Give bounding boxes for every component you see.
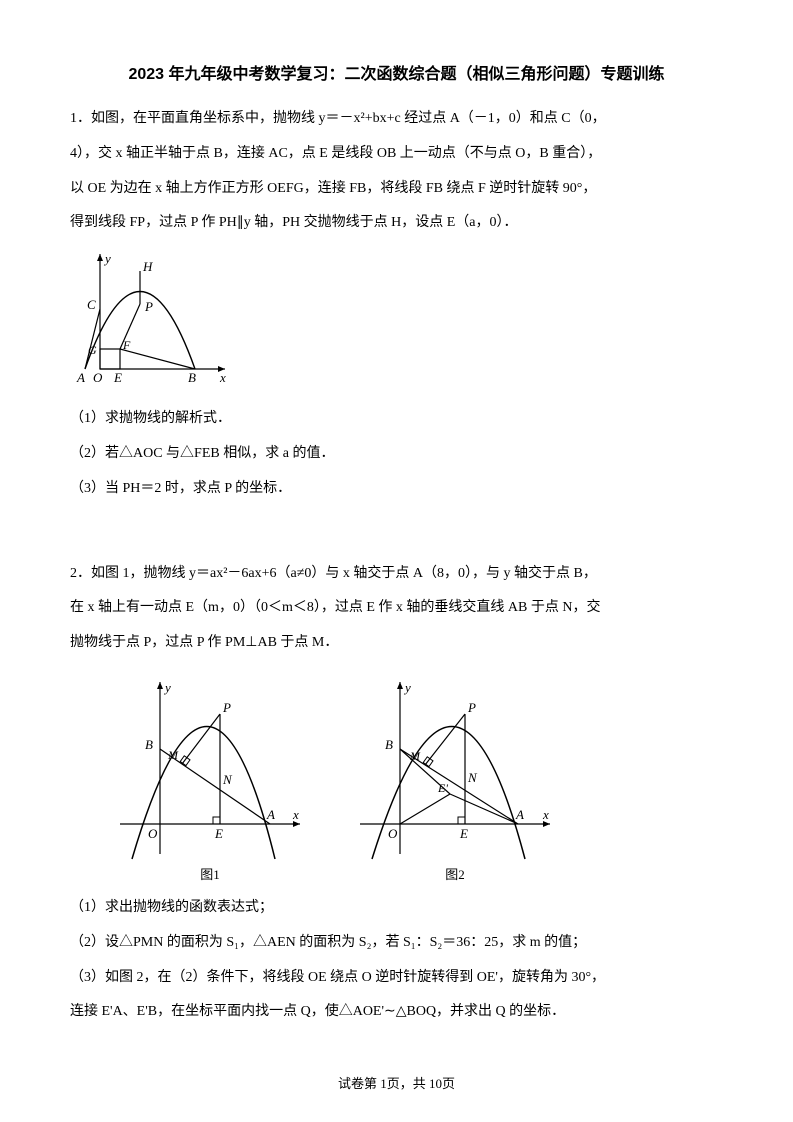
q1-sub1: （1）求抛物线的解析式． <box>70 404 723 435</box>
svg-text:N: N <box>467 770 478 785</box>
svg-text:B: B <box>145 737 153 752</box>
svg-text:E: E <box>113 370 122 385</box>
svg-text:P: P <box>467 700 476 715</box>
svg-text:A: A <box>515 807 524 822</box>
q2-intro-line2: 在 x 轴上有一动点 E（m，0）（0＜m＜8），过点 E 作 x 轴的垂线交直… <box>70 593 723 624</box>
svg-text:y: y <box>163 680 171 695</box>
q1-figure: y x A O E B C G F P H <box>70 249 723 389</box>
svg-text:B: B <box>188 370 196 385</box>
q2-sub3-line1: （3）如图 2，在（2）条件下，将线段 OE 绕点 O 逆时针旋转得到 OE'，… <box>70 963 723 994</box>
svg-text:y: y <box>103 251 111 266</box>
svg-text:M: M <box>167 748 179 762</box>
q2-intro-line1: 2．如图 1，抛物线 y＝ax²－6ax+6（a≠0）与 x 轴交于点 A（8，… <box>70 559 723 590</box>
svg-text:A: A <box>76 370 85 385</box>
q1-sub3: （3）当 PH＝2 时，求点 P 的坐标． <box>70 474 723 505</box>
svg-text:P: P <box>222 700 231 715</box>
q2-sub1: （1）求出抛物线的函数表达式； <box>70 893 723 924</box>
svg-text:E': E' <box>437 781 448 795</box>
svg-text:E: E <box>214 826 223 841</box>
svg-text:N: N <box>222 772 233 787</box>
svg-text:F: F <box>122 338 131 352</box>
q2-sub2: （2）设△PMN 的面积为 S₁，△AEN 的面积为 S₂，若 S₁：S₂＝36… <box>70 928 723 959</box>
q1-intro-line1: 1．如图，在平面直角坐标系中，抛物线 y＝－x²+bx+c 经过点 A（－1，0… <box>70 104 723 135</box>
q2-figure2: y x O A B E E' M N P 图2 <box>350 674 560 883</box>
q2-intro-line3: 抛物线于点 P，过点 P 作 PM⊥AB 于点 M． <box>70 628 723 659</box>
svg-text:M: M <box>409 749 421 763</box>
svg-text:E: E <box>459 826 468 841</box>
q2-figure1: y x O A B E M N P 图1 <box>110 674 310 883</box>
svg-text:O: O <box>148 826 158 841</box>
q2-figures: y x O A B E M N P 图1 <box>110 674 723 883</box>
page-footer: 试卷第 1页，共 10页 <box>0 1073 793 1092</box>
page-title: 2023 年九年级中考数学复习：二次函数综合题（相似三角形问题）专题训练 <box>70 60 723 84</box>
q1-sub2: （2）若△AOC 与△FEB 相似，求 a 的值． <box>70 439 723 470</box>
svg-text:H: H <box>142 259 153 274</box>
svg-text:P: P <box>144 299 153 314</box>
svg-text:x: x <box>542 807 549 822</box>
svg-text:x: x <box>219 370 226 385</box>
q2-sub3-line2: 连接 E'A、E'B，在坐标平面内找一点 Q，使△AOE'∼△BOQ，并求出 Q… <box>70 997 723 1028</box>
svg-text:B: B <box>385 737 393 752</box>
q1-intro-line3: 以 OE 为边在 x 轴上方作正方形 OEFG，连接 FB，将线段 FB 绕点 … <box>70 174 723 205</box>
svg-text:G: G <box>88 343 97 357</box>
svg-text:y: y <box>403 680 411 695</box>
q2-fig1-label: 图1 <box>110 864 310 883</box>
q1-intro-line4: 得到线段 FP，过点 P 作 PH∥y 轴，PH 交抛物线于点 H，设点 E（a… <box>70 208 723 239</box>
q2-fig2-label: 图2 <box>350 864 560 883</box>
svg-text:O: O <box>388 826 398 841</box>
svg-text:C: C <box>87 297 96 312</box>
svg-text:O: O <box>93 370 103 385</box>
svg-text:x: x <box>292 807 299 822</box>
svg-text:A: A <box>266 807 275 822</box>
q1-intro-line2: 4），交 x 轴正半轴于点 B，连接 AC，点 E 是线段 OB 上一动点（不与… <box>70 139 723 170</box>
